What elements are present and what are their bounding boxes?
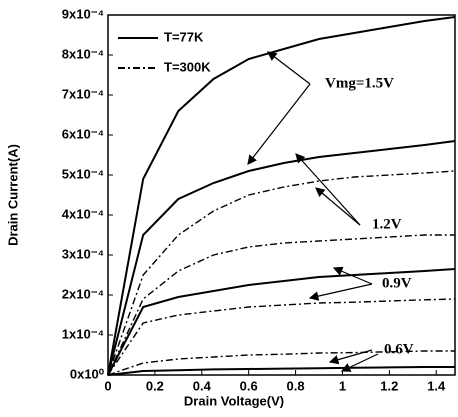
annotation-arrow — [340, 353, 379, 372]
y-tick-label: 3x10⁻⁴ — [62, 246, 104, 261]
annotation-arrow — [267, 51, 311, 85]
plot-frame — [107, 14, 456, 376]
data-line — [107, 170, 456, 376]
y-tick-label: 1x10⁻⁴ — [62, 326, 104, 341]
data-line — [107, 268, 456, 376]
x-tick-label: 0.4 — [193, 378, 212, 393]
legend-label: T=77K — [164, 29, 204, 44]
y-tick-label: 7x10⁻⁴ — [62, 86, 104, 101]
x-axis-label: Drain Voltage(V) — [184, 393, 284, 408]
x-tick-label: 1.4 — [427, 378, 446, 393]
legend-label: T=300K — [164, 59, 211, 74]
annotation: 0.9V — [382, 275, 412, 291]
y-tick-label: 8x10⁻⁴ — [62, 46, 104, 61]
data-line — [107, 350, 455, 376]
annotation: Vmg=1.5V — [325, 75, 394, 91]
y-axis-label: Drain Current(A) — [5, 144, 20, 246]
annotation-arrow — [332, 266, 373, 285]
data-line — [107, 140, 456, 376]
annotation-arrow — [315, 187, 361, 226]
x-tick-label: 0.8 — [287, 378, 305, 393]
data-line — [107, 234, 455, 376]
x-tick-label: 1 — [339, 378, 346, 393]
annotation-arrow — [328, 349, 373, 365]
y-tick-label: 5x10⁻⁴ — [62, 166, 104, 181]
annotation: 1.2V — [372, 216, 402, 232]
annotation-arrow — [308, 283, 373, 301]
annotation-arrow — [247, 83, 311, 165]
y-tick-label: 0x10⁰ — [70, 366, 105, 381]
x-tick-label: 1.2 — [380, 378, 398, 393]
x-tick-label: 0 — [104, 378, 111, 393]
x-tick-label: 0.6 — [240, 378, 258, 393]
annotation: 0.6V — [384, 341, 414, 357]
x-tick-label: 0.2 — [146, 378, 164, 393]
annotation-arrow — [295, 153, 361, 226]
y-tick-label: 2x10⁻⁴ — [62, 286, 104, 301]
y-tick-label: 4x10⁻⁴ — [62, 206, 104, 221]
y-tick-label: 6x10⁻⁴ — [62, 126, 104, 141]
data-line — [107, 366, 455, 376]
data-line — [107, 16, 456, 376]
data-line — [107, 298, 456, 376]
y-tick-label: 9x10⁻⁴ — [62, 6, 104, 21]
